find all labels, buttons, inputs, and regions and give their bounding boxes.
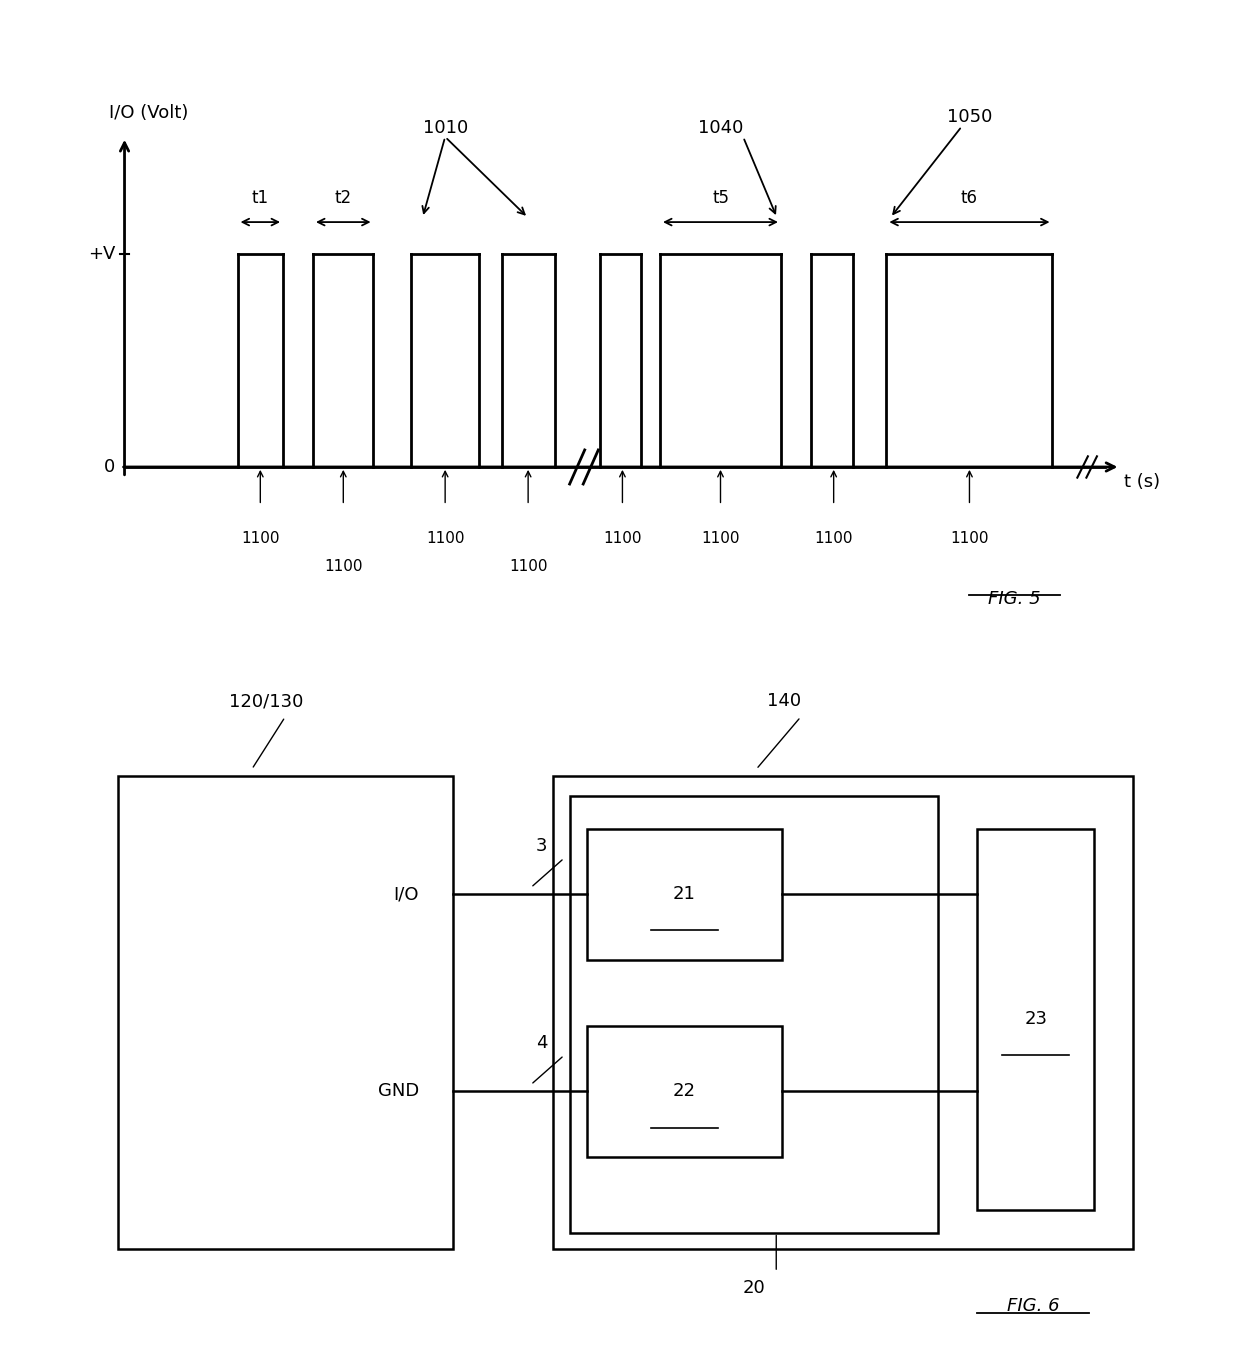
Text: 1010: 1010 xyxy=(423,119,467,137)
Text: t5: t5 xyxy=(712,189,729,207)
Text: GND: GND xyxy=(378,1083,419,1101)
Text: 1100: 1100 xyxy=(508,559,547,574)
Text: 21: 21 xyxy=(673,886,696,904)
Text: FIG. 5: FIG. 5 xyxy=(988,590,1042,608)
Text: 4: 4 xyxy=(536,1034,548,1051)
Text: 1100: 1100 xyxy=(324,559,362,574)
Bar xyxy=(587,1025,782,1157)
Bar xyxy=(118,776,453,1249)
Text: t1: t1 xyxy=(252,189,269,207)
Text: 1040: 1040 xyxy=(698,119,743,137)
Text: 3: 3 xyxy=(536,836,548,854)
Text: 1100: 1100 xyxy=(815,531,853,546)
Text: 1050: 1050 xyxy=(947,108,992,126)
Text: 23: 23 xyxy=(1024,1010,1048,1028)
Text: 120/130: 120/130 xyxy=(229,693,304,711)
Text: t (s): t (s) xyxy=(1125,472,1161,491)
Bar xyxy=(569,795,937,1232)
Text: 1100: 1100 xyxy=(603,531,641,546)
Text: 1100: 1100 xyxy=(241,531,279,546)
Text: I/O: I/O xyxy=(393,886,419,904)
Text: 22: 22 xyxy=(672,1083,696,1101)
Text: 1100: 1100 xyxy=(425,531,465,546)
Text: t6: t6 xyxy=(961,189,978,207)
Text: 0: 0 xyxy=(104,459,115,476)
Bar xyxy=(553,776,1133,1249)
Text: +V: +V xyxy=(88,245,115,263)
Text: 140: 140 xyxy=(768,693,801,711)
Bar xyxy=(977,828,1094,1210)
Text: 1100: 1100 xyxy=(950,531,988,546)
Text: I/O (Volt): I/O (Volt) xyxy=(109,104,188,122)
Text: 1100: 1100 xyxy=(702,531,740,546)
Text: 20: 20 xyxy=(743,1279,765,1296)
Text: t2: t2 xyxy=(335,189,352,207)
Text: FIG. 6: FIG. 6 xyxy=(1007,1296,1059,1314)
Bar xyxy=(587,828,782,960)
